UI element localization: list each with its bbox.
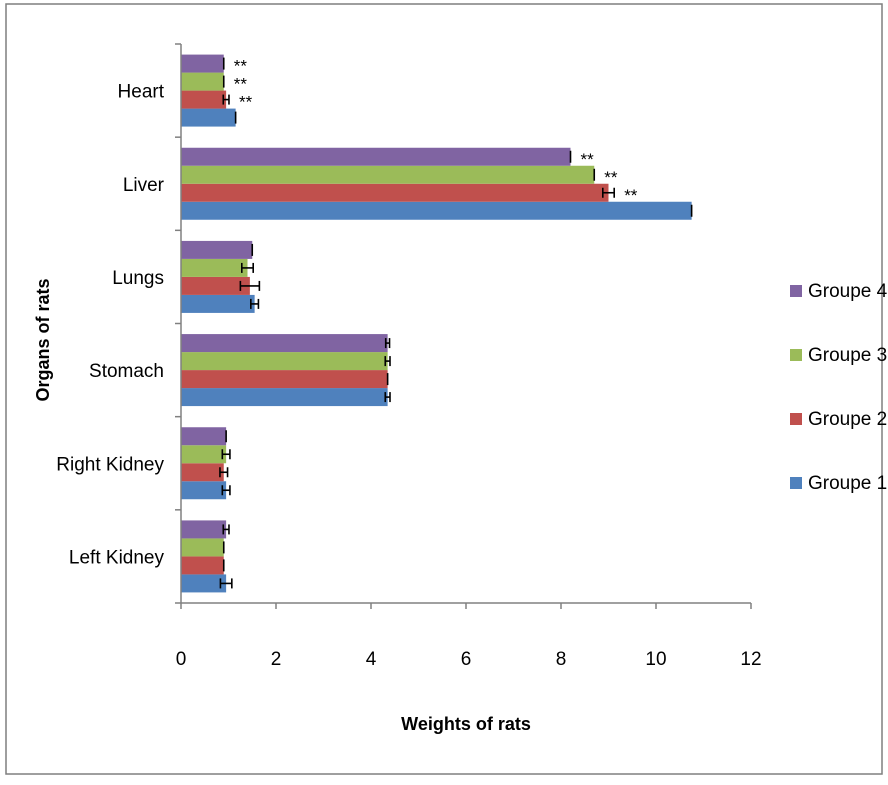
significance-mark: ** (604, 168, 618, 187)
x-tick-label: 8 (556, 649, 567, 670)
significance-mark: ** (234, 57, 248, 76)
legend-label: Groupe 2 (808, 409, 887, 430)
error-bar-lungs-series-3 (241, 262, 254, 273)
x-tick-label: 10 (645, 649, 666, 670)
error-bar-lungs-series-1 (250, 298, 260, 309)
bar-left-kidney-series-1 (181, 574, 227, 593)
legend-swatch (790, 413, 802, 425)
category-label: Lungs (112, 268, 164, 289)
x-tick-label: 0 (176, 649, 187, 670)
legend-label: Groupe 1 (808, 473, 887, 494)
axes-layer: Heart Liver Lungs Stomach Right Kidney Left K… (56, 43, 762, 670)
bar-lungs-series-3 (181, 258, 248, 277)
category-label: Heart (118, 82, 165, 103)
error-bar-stomach-series-3 (384, 356, 391, 367)
x-tick-label: 4 (366, 649, 377, 670)
error-bar-left-kidney-series-4 (222, 524, 230, 535)
bar-heart-series-3 (181, 72, 224, 91)
bar-heart-series-2 (181, 90, 227, 109)
bar-liver-series-3 (181, 165, 595, 184)
y-axis-label: Organs of rats (33, 278, 53, 401)
bar-stomach-series-3 (181, 352, 388, 371)
legend: Groupe 4 Groupe 3 Groupe 2 Groupe 1 (790, 281, 888, 494)
bar-liver-series-1 (181, 201, 692, 220)
bar-right-kidney-series-1 (181, 481, 227, 500)
legend-swatch (790, 477, 802, 489)
error-bar-right-kidney-series-1 (221, 485, 231, 496)
bar-right-kidney-series-4 (181, 427, 227, 446)
bar-right-kidney-series-2 (181, 463, 224, 482)
bar-liver-series-2 (181, 183, 609, 202)
bars-layer: ************ (181, 54, 693, 593)
x-tick-label: 6 (461, 649, 472, 670)
x-tick-label: 12 (740, 649, 761, 670)
category-label: Left Kidney (69, 547, 165, 568)
legend-label: Groupe 4 (808, 281, 888, 302)
error-bar-stomach-series-1 (384, 392, 391, 403)
legend-label: Groupe 3 (808, 345, 887, 366)
bar-left-kidney-series-3 (181, 538, 224, 557)
category-label: Right Kidney (56, 454, 164, 475)
bar-stomach-series-2 (181, 370, 388, 389)
significance-mark: ** (581, 150, 595, 169)
error-bar-liver-series-2 (601, 187, 616, 198)
error-bar-stomach-series-4 (384, 338, 391, 349)
bar-stomach-series-1 (181, 388, 388, 407)
bar-liver-series-4 (181, 147, 571, 166)
bar-stomach-series-4 (181, 334, 388, 353)
bar-right-kidney-series-3 (181, 445, 227, 464)
significance-mark: ** (239, 93, 253, 112)
bar-lungs-series-2 (181, 276, 250, 295)
bar-lungs-series-4 (181, 240, 253, 259)
chart-border (5, 3, 883, 775)
bar-left-kidney-series-2 (181, 556, 224, 575)
significance-mark: ** (234, 75, 248, 94)
category-label: Liver (123, 175, 165, 196)
bar-heart-series-1 (181, 108, 236, 127)
significance-mark: ** (624, 186, 638, 205)
legend-swatch (790, 349, 802, 361)
error-bar-lungs-series-2 (239, 280, 261, 291)
error-bar-left-kidney-series-1 (219, 578, 233, 589)
x-tick-label: 2 (271, 649, 282, 670)
error-bar-heart-series-2 (222, 94, 230, 105)
error-bar-right-kidney-series-3 (221, 449, 231, 460)
category-label: Stomach (89, 361, 164, 382)
bar-lungs-series-1 (181, 294, 255, 313)
bar-heart-series-4 (181, 54, 224, 73)
bar-left-kidney-series-4 (181, 520, 227, 539)
error-bar-right-kidney-series-2 (219, 467, 229, 478)
x-axis-label: Weights of rats (401, 714, 531, 734)
legend-swatch (790, 285, 802, 297)
